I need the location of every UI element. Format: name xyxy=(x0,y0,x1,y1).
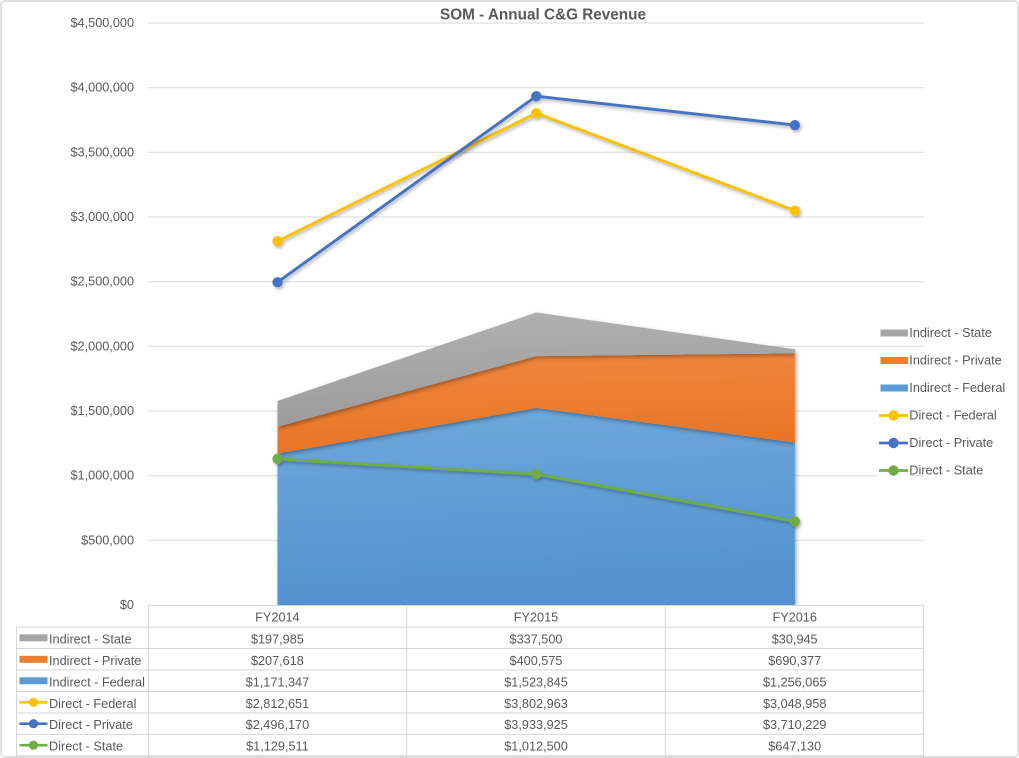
svg-text:$2,812,651: $2,812,651 xyxy=(246,697,310,711)
svg-text:$2,500,000: $2,500,000 xyxy=(71,275,135,289)
svg-text:Indirect - Private: Indirect - Private xyxy=(49,654,141,668)
svg-text:$1,129,511: $1,129,511 xyxy=(246,739,309,753)
svg-text:FY2014: FY2014 xyxy=(255,610,299,624)
svg-text:$400,575: $400,575 xyxy=(510,654,563,668)
svg-text:Indirect - State: Indirect - State xyxy=(49,632,132,646)
svg-text:$500,000: $500,000 xyxy=(81,533,134,547)
svg-text:$3,000,000: $3,000,000 xyxy=(71,210,135,224)
svg-text:$0: $0 xyxy=(120,598,134,612)
svg-text:$1,523,845: $1,523,845 xyxy=(504,675,568,689)
svg-text:$30,945: $30,945 xyxy=(772,632,818,646)
svg-text:$3,048,958: $3,048,958 xyxy=(763,697,827,711)
svg-text:$690,377: $690,377 xyxy=(768,654,821,668)
svg-text:$2,496,170: $2,496,170 xyxy=(246,718,310,732)
svg-text:$2,000,000: $2,000,000 xyxy=(71,339,135,353)
svg-text:FY2016: FY2016 xyxy=(772,610,816,624)
svg-text:$3,802,963: $3,802,963 xyxy=(504,697,568,711)
svg-text:$1,256,065: $1,256,065 xyxy=(763,675,827,689)
svg-text:Indirect - Federal: Indirect - Federal xyxy=(909,381,1005,395)
svg-text:SOM - Annual C&G Revenue: SOM - Annual C&G Revenue xyxy=(440,7,646,24)
svg-text:Direct - Federal: Direct - Federal xyxy=(909,409,996,423)
svg-text:Indirect - State: Indirect - State xyxy=(909,326,992,340)
svg-text:Indirect - Federal: Indirect - Federal xyxy=(49,675,145,689)
svg-text:$1,012,500: $1,012,500 xyxy=(504,739,568,753)
svg-text:Direct - Private: Direct - Private xyxy=(909,436,993,450)
svg-text:Indirect - Private: Indirect - Private xyxy=(909,354,1001,368)
svg-text:$1,171,347: $1,171,347 xyxy=(246,675,310,689)
svg-text:$647,130: $647,130 xyxy=(768,739,821,753)
svg-text:$197,985: $197,985 xyxy=(251,632,304,646)
svg-text:$3,933,925: $3,933,925 xyxy=(504,718,568,732)
svg-text:Direct - Private: Direct - Private xyxy=(49,718,133,732)
svg-text:$4,000,000: $4,000,000 xyxy=(71,81,135,95)
svg-text:$1,500,000: $1,500,000 xyxy=(71,404,135,418)
svg-text:Direct - State: Direct - State xyxy=(49,739,123,753)
svg-text:Direct - Federal: Direct - Federal xyxy=(49,697,136,711)
svg-text:Direct - State: Direct - State xyxy=(909,464,983,478)
svg-text:$4,500,000: $4,500,000 xyxy=(71,16,135,30)
svg-text:FY2015: FY2015 xyxy=(514,610,558,624)
svg-text:$207,618: $207,618 xyxy=(251,654,304,668)
svg-text:$3,500,000: $3,500,000 xyxy=(71,145,135,159)
svg-text:$1,000,000: $1,000,000 xyxy=(71,469,135,483)
svg-text:$3,710,229: $3,710,229 xyxy=(763,718,827,732)
svg-text:$337,500: $337,500 xyxy=(510,632,563,646)
